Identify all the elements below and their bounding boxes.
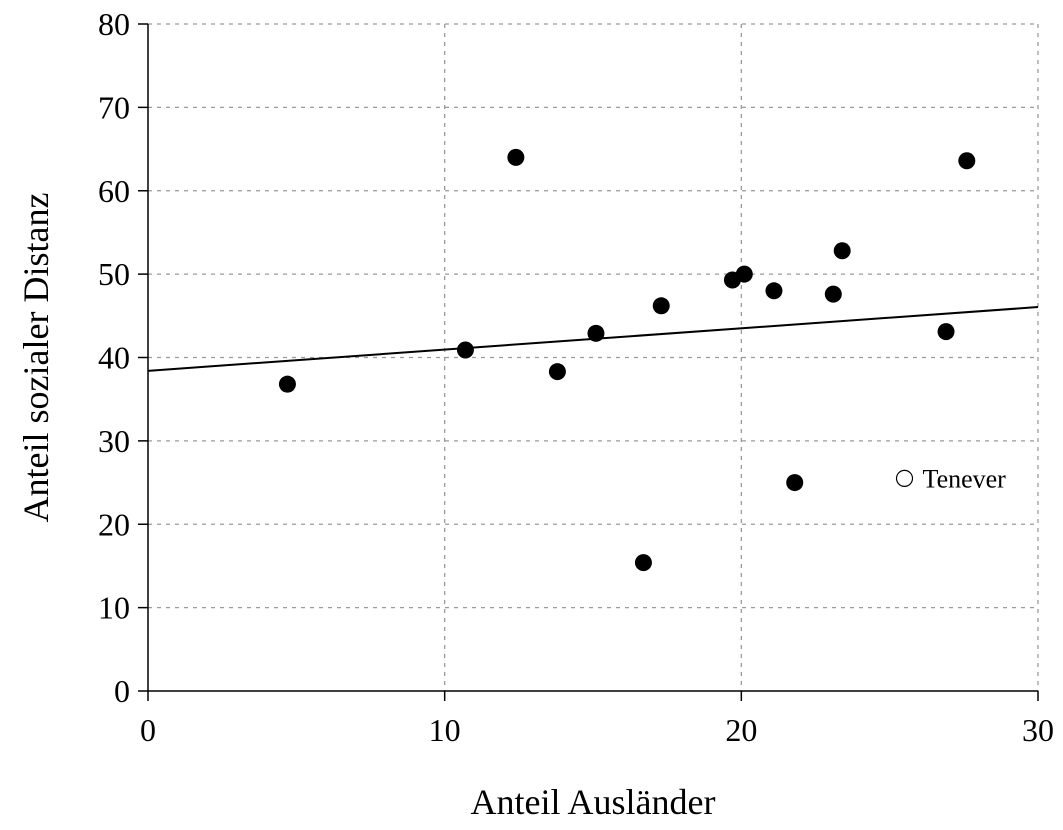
highlighted-points: Tenever bbox=[895, 464, 1007, 493]
tick-labels: 0 10 20 30 40 50 60 70 80 0 10 20 30 bbox=[98, 6, 1054, 748]
y-tick-label: 80 bbox=[98, 6, 130, 42]
y-axis-label: Anteil sozialer Distanz bbox=[16, 193, 56, 523]
data-points bbox=[278, 148, 976, 572]
data-point bbox=[634, 554, 652, 572]
y-tick-label: 60 bbox=[98, 173, 130, 209]
x-axis-label: Anteil Ausländer bbox=[471, 782, 716, 822]
highlight-label: Tenever bbox=[923, 464, 1007, 493]
y-tick-label: 30 bbox=[98, 423, 130, 459]
data-point bbox=[824, 285, 842, 303]
y-tick-label: 0 bbox=[114, 673, 130, 709]
data-point bbox=[652, 297, 670, 315]
data-point bbox=[765, 282, 783, 300]
y-tick-label: 40 bbox=[98, 340, 130, 376]
y-tick-label: 20 bbox=[98, 506, 130, 542]
highlight-point bbox=[895, 469, 914, 487]
grid-lines bbox=[148, 23, 1039, 691]
data-point bbox=[937, 323, 955, 341]
data-point bbox=[278, 375, 296, 393]
data-point bbox=[735, 265, 753, 283]
y-tick-label: 70 bbox=[98, 89, 130, 125]
data-point bbox=[958, 152, 976, 170]
data-point bbox=[507, 148, 525, 166]
x-tick-label: 20 bbox=[725, 712, 757, 748]
data-point bbox=[833, 242, 851, 260]
data-point bbox=[587, 324, 605, 342]
data-point bbox=[786, 474, 804, 492]
data-point bbox=[456, 341, 474, 359]
x-tick-label: 30 bbox=[1022, 712, 1054, 748]
x-tick-label: 0 bbox=[140, 712, 156, 748]
y-tick-label: 50 bbox=[98, 256, 130, 292]
y-tick-label: 10 bbox=[98, 590, 130, 626]
axes bbox=[138, 23, 1039, 701]
x-tick-label: 10 bbox=[429, 712, 461, 748]
data-point bbox=[548, 363, 566, 381]
